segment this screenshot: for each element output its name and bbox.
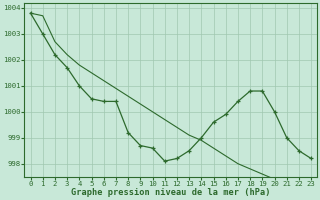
X-axis label: Graphe pression niveau de la mer (hPa): Graphe pression niveau de la mer (hPa) <box>71 188 271 197</box>
